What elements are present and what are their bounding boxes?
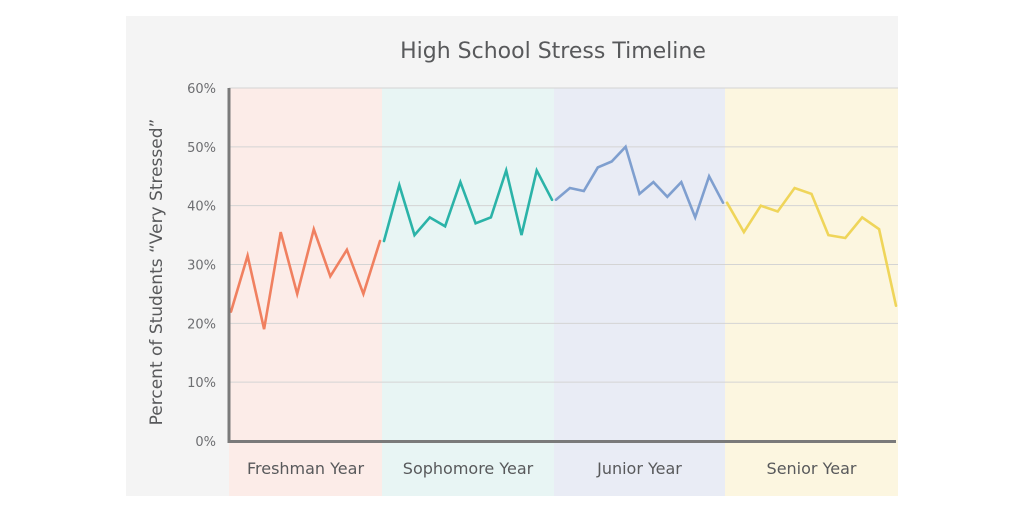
y-tick-label-1: 10% [187, 376, 216, 391]
band-label-3: Junior Year [596, 459, 682, 478]
band-label-1: Freshman Year [247, 459, 365, 478]
series-line-2 [382, 165, 554, 243]
y-tick-label-6: 60% [187, 82, 216, 97]
chart-card: Freshman Year Sophomore Year Junior Year Se… [126, 16, 898, 496]
band-3 [554, 88, 725, 496]
axis-labels: Freshman Year Sophomore Year Junior Year Se… [187, 82, 857, 478]
grid-lines [229, 87, 898, 383]
axes [227, 88, 896, 443]
y-tick-label-4: 40% [187, 200, 216, 215]
y-tick-label-0: 0% [195, 435, 216, 450]
series-line-1 [229, 224, 382, 330]
chart-title: High School Stress Timeline [400, 39, 706, 64]
band-label-2: Sophomore Year [403, 459, 534, 478]
band-label-4: Senior Year [767, 459, 857, 478]
y-tick-label-2: 20% [187, 317, 216, 332]
band-1 [229, 88, 382, 496]
band-2 [382, 88, 554, 496]
y-tick-label-5: 50% [187, 141, 216, 156]
series-line-3 [554, 144, 725, 222]
series-lines [229, 144, 898, 330]
year-bands [229, 88, 898, 496]
y-axis-label: Percent of Students “Very Stressed” [147, 119, 167, 426]
y-tick-label-3: 30% [187, 259, 216, 274]
series-line-4 [725, 186, 898, 308]
band-4 [725, 88, 898, 496]
stress-timeline-chart: Freshman Year Sophomore Year Junior Year Se… [147, 39, 898, 496]
